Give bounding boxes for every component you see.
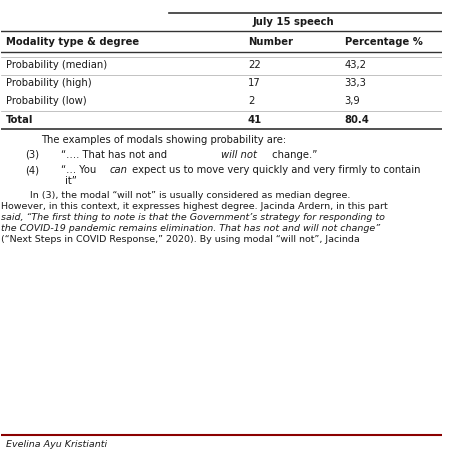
Text: (“Next Steps in COVID Response,” 2020). By using modal “will not”, Jacinda: (“Next Steps in COVID Response,” 2020). … — [1, 235, 360, 244]
Text: The examples of modals showing probability are:: The examples of modals showing probabili… — [41, 135, 286, 145]
Text: Probability (low): Probability (low) — [6, 96, 86, 106]
Text: July 15 speech: July 15 speech — [252, 17, 334, 27]
Text: (4): (4) — [26, 165, 40, 175]
Text: Modality type & degree: Modality type & degree — [6, 37, 139, 47]
Text: said, “The first thing to note is that the Government’s strategy for responding : said, “The first thing to note is that t… — [1, 213, 385, 222]
Text: “…. That has not and: “…. That has not and — [61, 150, 170, 160]
Text: Percentage %: Percentage % — [345, 37, 423, 47]
Text: 80.4: 80.4 — [345, 116, 370, 125]
Text: (3): (3) — [26, 150, 40, 160]
Text: Total: Total — [6, 116, 33, 125]
Text: it”: it” — [65, 176, 77, 186]
Text: 41: 41 — [248, 116, 262, 125]
Text: Probability (high): Probability (high) — [6, 78, 91, 88]
Text: 2: 2 — [248, 96, 254, 106]
Text: In (3), the modal “will not” is usually considered as median degree.: In (3), the modal “will not” is usually … — [30, 191, 350, 200]
Text: 3,9: 3,9 — [345, 96, 360, 106]
Text: 43,2: 43,2 — [345, 60, 367, 70]
Text: “… You: “… You — [61, 165, 99, 175]
Text: Number: Number — [248, 37, 293, 47]
Text: expect us to move very quickly and very firmly to contain: expect us to move very quickly and very … — [129, 165, 421, 175]
Text: 33,3: 33,3 — [345, 78, 366, 88]
Text: Evelina Ayu Kristianti: Evelina Ayu Kristianti — [6, 440, 107, 449]
Text: Probability (median): Probability (median) — [6, 60, 107, 70]
Text: change.”: change.” — [269, 150, 318, 160]
Text: will not: will not — [220, 150, 256, 160]
Text: can: can — [109, 165, 128, 175]
Text: the COVID-19 pandemic remains elimination. That has not and will not change”: the COVID-19 pandemic remains eliminatio… — [1, 224, 381, 233]
Text: 17: 17 — [248, 78, 261, 88]
Text: 22: 22 — [248, 60, 261, 70]
Text: However, in this context, it expresses highest degree. Jacinda Ardern, in this p: However, in this context, it expresses h… — [1, 202, 388, 211]
